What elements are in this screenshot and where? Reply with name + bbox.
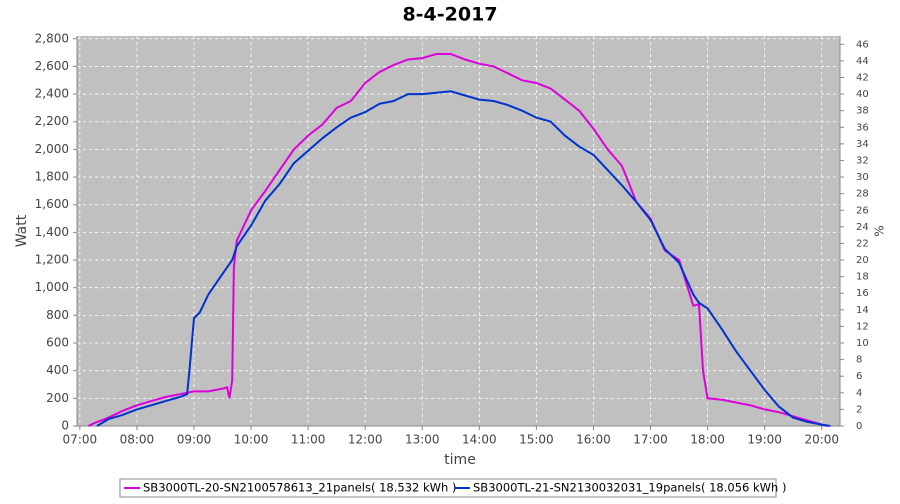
y-tick-label: 1,600 xyxy=(35,197,69,211)
y2-tick-label: 34 xyxy=(856,139,869,150)
y-tick-label: 1,000 xyxy=(35,280,69,294)
x-tick-label: 10:00 xyxy=(234,433,269,447)
y2-tick-label: 12 xyxy=(856,321,869,332)
x-tick-label: 09:00 xyxy=(177,433,212,447)
x-tick-label: 13:00 xyxy=(405,433,440,447)
y2-tick-label: 4 xyxy=(856,388,862,399)
x-tick-label: 18:00 xyxy=(690,433,725,447)
x-tick-label: 17:00 xyxy=(633,433,668,447)
x-tick-label: 20:00 xyxy=(804,433,839,447)
y2-tick-label: 10 xyxy=(856,338,869,349)
y2-tick-label: 26 xyxy=(856,205,869,216)
x-axis-label: time xyxy=(444,452,476,468)
y2-tick-label: 18 xyxy=(856,272,869,283)
y2-tick-label: 46 xyxy=(856,39,869,50)
y2-tick-label: 16 xyxy=(856,288,869,299)
y2-tick-label: 6 xyxy=(856,371,862,382)
x-tick-label: 08:00 xyxy=(120,433,155,447)
data-line xyxy=(96,90,831,427)
legend-label: SB3000TL-20-SN2100578613_21panels( 18.53… xyxy=(143,481,456,495)
x-tick-label: 15:00 xyxy=(519,433,554,447)
y2-tick-label: 14 xyxy=(856,305,869,316)
x-tick-label: 11:00 xyxy=(291,433,326,447)
y2-tick-label: 38 xyxy=(856,106,869,117)
x-tick-label: 19:00 xyxy=(747,433,782,447)
x-tick-label: 16:00 xyxy=(576,433,611,447)
y2-tick-label: 28 xyxy=(856,189,869,200)
y-tick-label: 2,600 xyxy=(35,59,69,73)
y2-tick-label: 32 xyxy=(856,155,869,166)
y2-tick-label: 20 xyxy=(856,255,869,266)
y-axis-label: Watt xyxy=(14,214,30,247)
y2-tick-label: 2 xyxy=(856,404,862,415)
legend-label: SB3000TL-21-SN2130032031_19panels( 18.05… xyxy=(473,481,786,495)
x-tick-label: 12:00 xyxy=(348,433,383,447)
data-line xyxy=(87,53,828,427)
y2-tick-label: 24 xyxy=(856,222,869,233)
y-tick-label: 2,800 xyxy=(35,31,69,45)
y2-tick-label: 44 xyxy=(856,56,869,67)
y-tick-label: 2,000 xyxy=(35,142,69,156)
y-tick-label: 800 xyxy=(46,308,69,322)
y2-tick-label: 8 xyxy=(856,355,862,366)
y2-tick-label: 30 xyxy=(856,172,869,183)
x-tick-label: 07:00 xyxy=(63,433,98,447)
chart-title: 8-4-2017 xyxy=(402,4,497,26)
y-tick-label: 200 xyxy=(46,391,69,405)
y-tick-label: 1,400 xyxy=(35,225,69,239)
y-tick-label: 600 xyxy=(46,336,69,350)
y2-tick-label: 40 xyxy=(856,89,869,100)
legend xyxy=(119,478,777,498)
y2-axis-label: % xyxy=(873,225,887,236)
y-tick-label: 2,400 xyxy=(35,87,69,101)
plot-area xyxy=(77,36,840,426)
y-tick-label: 2,200 xyxy=(35,114,69,128)
y2-tick-label: 0 xyxy=(856,421,862,432)
x-tick-label: 14:00 xyxy=(462,433,497,447)
y2-tick-label: 42 xyxy=(856,72,869,83)
y-tick-label: 1,800 xyxy=(35,170,69,184)
y2-tick-label: 22 xyxy=(856,238,869,249)
y-tick-label: 400 xyxy=(46,363,69,377)
y-tick-label: 0 xyxy=(61,419,69,433)
y-tick-label: 1,200 xyxy=(35,253,69,267)
y2-tick-label: 36 xyxy=(856,122,869,133)
